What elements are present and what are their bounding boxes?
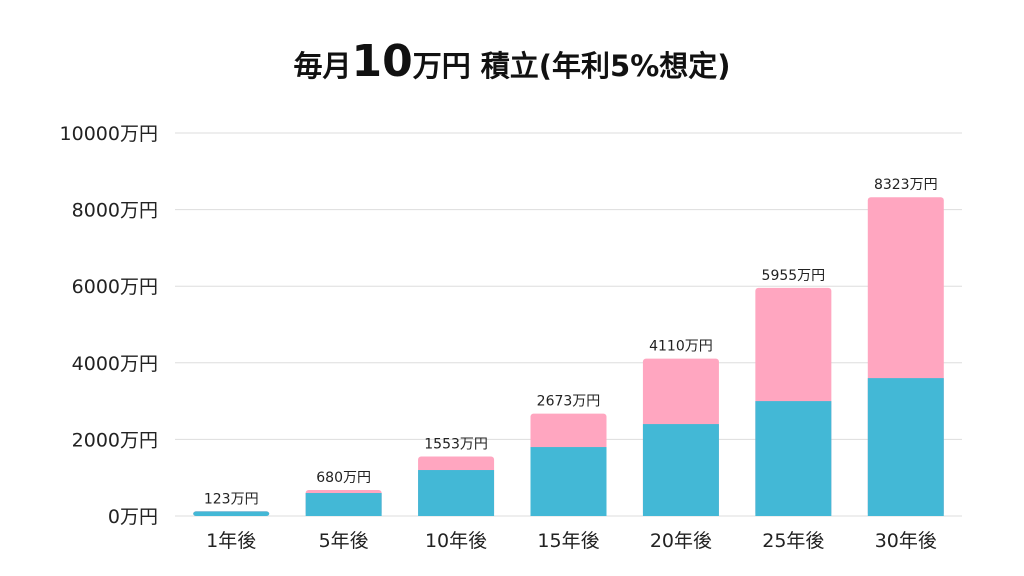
x-category-label: 15年後 xyxy=(537,530,599,552)
y-tick-label: 6000万円 xyxy=(72,276,158,298)
title-suffix: 万円 積立(年利5%想定) xyxy=(412,49,731,83)
x-axis-category-labels: 1年後 5年後 10年後 15年後 20年後 25年後 30年後 xyxy=(206,530,937,552)
bar-segment-principal xyxy=(530,447,607,516)
bar-segment-principal xyxy=(193,511,270,516)
bar-total-label: 1553万円 xyxy=(424,437,488,453)
y-tick-label: 0万円 xyxy=(108,506,158,528)
x-category-label: 25年後 xyxy=(762,530,824,552)
bar-total-label: 5955万円 xyxy=(762,268,826,284)
bar-group xyxy=(418,456,495,516)
y-tick-label: 4000万円 xyxy=(72,353,158,375)
x-category-label: 30年後 xyxy=(875,530,937,552)
bar-group xyxy=(305,489,382,516)
x-category-label: 5年後 xyxy=(319,530,369,552)
y-tick-label: 8000万円 xyxy=(72,200,158,222)
bar-segment-principal xyxy=(418,470,495,516)
bar-segment-principal xyxy=(755,401,832,516)
title-amount: 10 xyxy=(351,36,413,87)
bar-segment-principal xyxy=(642,424,719,516)
bar-group xyxy=(867,197,944,516)
bar-group xyxy=(530,413,607,516)
title-prefix: 毎月 xyxy=(293,49,352,83)
x-category-label: 20年後 xyxy=(650,530,712,552)
bar-segment-principal xyxy=(867,378,944,516)
bar-segment-principal xyxy=(305,493,382,516)
y-tick-label: 2000万円 xyxy=(72,429,158,451)
data-labels: 123万円 680万円 1553万円 2673万円 4110万円 5955万円 8323万円 xyxy=(204,177,938,507)
bar-total-label: 123万円 xyxy=(204,491,259,507)
bar-group xyxy=(193,511,270,516)
bar-total-label: 4110万円 xyxy=(649,339,713,355)
bar-group xyxy=(642,358,719,516)
y-axis-tick-labels: 0万円 2000万円 4000万円 6000万円 8000万円 10000万円 xyxy=(60,123,158,528)
bar-total-label: 2673万円 xyxy=(537,394,601,410)
y-tick-label: 10000万円 xyxy=(60,123,158,145)
bars xyxy=(193,197,944,516)
bar-total-label: 680万円 xyxy=(316,470,371,486)
x-category-label: 1年後 xyxy=(206,530,256,552)
bar-total-label: 8323万円 xyxy=(874,177,938,193)
bar-group xyxy=(755,287,832,516)
chart-title: 毎月10万円 積立(年利5%想定) xyxy=(0,36,1024,87)
x-category-label: 10年後 xyxy=(425,530,487,552)
